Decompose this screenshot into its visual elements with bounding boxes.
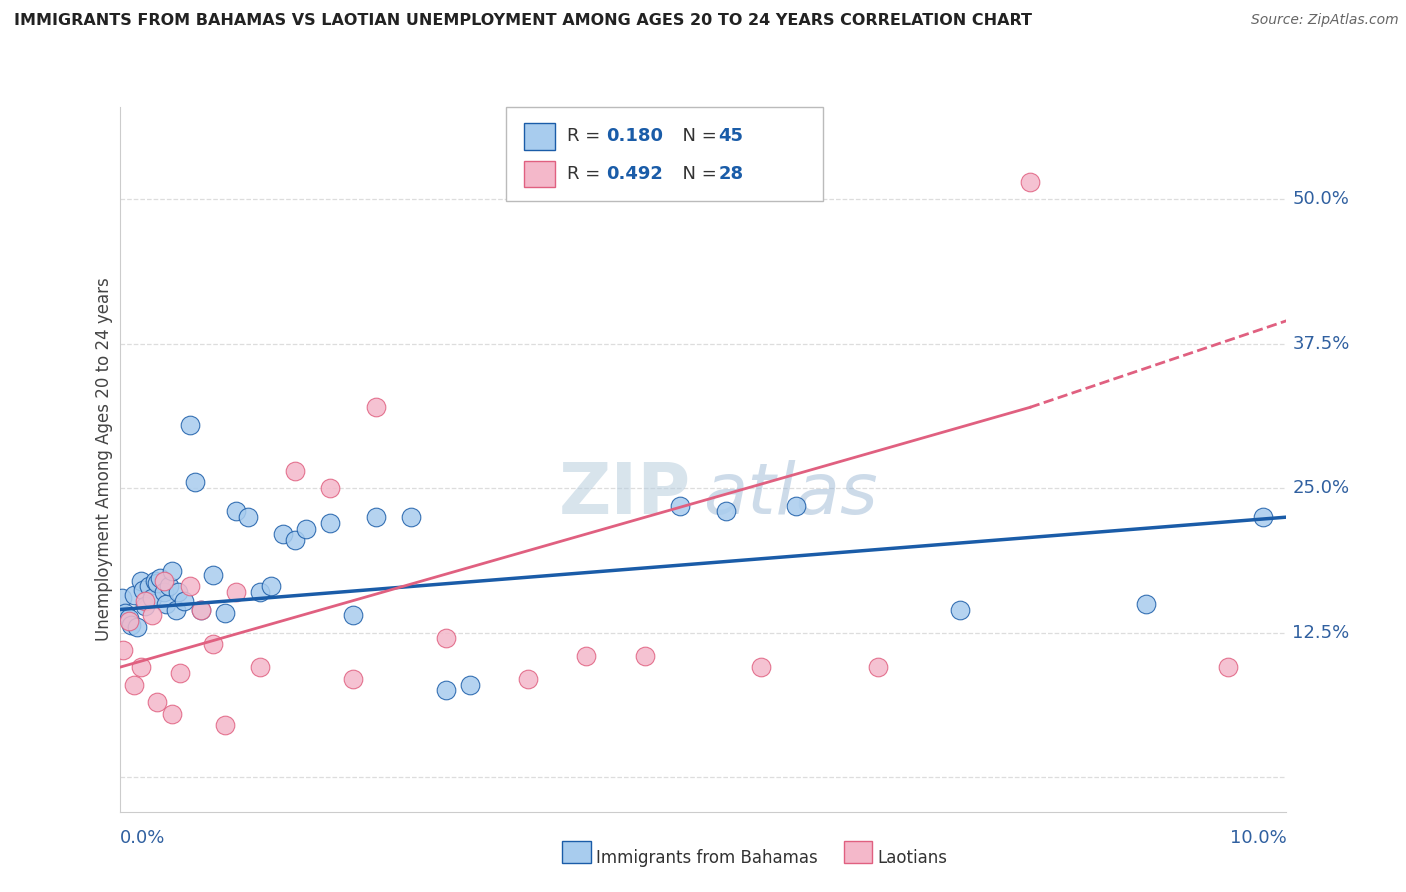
Point — [160, 706, 183, 721]
Point — [295, 522, 318, 536]
Point — [146, 695, 169, 709]
Point — [129, 660, 152, 674]
Point — [342, 672, 364, 686]
Point — [716, 504, 738, 518]
Point — [201, 637, 224, 651]
Point — [118, 610, 141, 624]
Text: 0.0%: 0.0% — [120, 829, 165, 847]
Point — [249, 660, 271, 674]
Point — [111, 591, 134, 605]
Point — [138, 579, 160, 593]
Text: Laotians: Laotians — [877, 849, 948, 867]
Point — [114, 606, 136, 620]
Text: N =: N = — [671, 128, 723, 145]
Point — [190, 602, 212, 616]
Point — [153, 574, 176, 588]
Point — [1135, 597, 1157, 611]
Text: ZIP: ZIP — [560, 460, 692, 529]
Point — [111, 643, 134, 657]
Point — [214, 718, 236, 732]
Text: 12.5%: 12.5% — [1292, 624, 1350, 641]
Point — [575, 648, 598, 663]
Point — [132, 582, 155, 597]
Point — [166, 585, 188, 599]
Text: 25.0%: 25.0% — [1292, 479, 1350, 497]
Point — [249, 585, 271, 599]
Text: Immigrants from Bahamas: Immigrants from Bahamas — [596, 849, 818, 867]
Text: IMMIGRANTS FROM BAHAMAS VS LAOTIAN UNEMPLOYMENT AMONG AGES 20 TO 24 YEARS CORREL: IMMIGRANTS FROM BAHAMAS VS LAOTIAN UNEMP… — [14, 13, 1032, 29]
Point — [134, 594, 156, 608]
Point — [149, 571, 172, 585]
Point — [153, 585, 176, 599]
Point — [129, 574, 152, 588]
Point — [120, 617, 142, 632]
Text: N =: N = — [671, 165, 723, 183]
Point — [179, 417, 201, 432]
Point — [143, 574, 166, 588]
Point — [517, 672, 540, 686]
Point — [434, 683, 457, 698]
Point — [434, 632, 457, 646]
Point — [785, 499, 807, 513]
Text: 0.492: 0.492 — [606, 165, 662, 183]
Point — [271, 527, 294, 541]
Point — [342, 608, 364, 623]
Point — [1251, 510, 1274, 524]
Point — [165, 602, 187, 616]
Point — [157, 579, 180, 593]
Point — [122, 588, 145, 602]
Point — [125, 620, 148, 634]
Point — [751, 660, 773, 674]
Text: 50.0%: 50.0% — [1292, 191, 1350, 209]
Point — [141, 608, 163, 623]
Point — [1216, 660, 1240, 674]
Point — [318, 516, 340, 530]
Text: 0.180: 0.180 — [606, 128, 664, 145]
Text: 37.5%: 37.5% — [1292, 334, 1350, 353]
Text: Source: ZipAtlas.com: Source: ZipAtlas.com — [1251, 13, 1399, 28]
Point — [283, 464, 307, 478]
Point — [155, 597, 177, 611]
Point — [318, 481, 340, 495]
Point — [225, 504, 247, 518]
Point — [458, 678, 481, 692]
Point — [366, 510, 388, 524]
Point — [214, 606, 236, 620]
Point — [190, 602, 212, 616]
Point — [236, 510, 259, 524]
Point — [283, 533, 307, 548]
Point — [949, 602, 972, 616]
Point — [179, 579, 201, 593]
Text: 28: 28 — [718, 165, 744, 183]
Y-axis label: Unemployment Among Ages 20 to 24 years: Unemployment Among Ages 20 to 24 years — [94, 277, 112, 641]
Text: atlas: atlas — [703, 460, 877, 529]
Text: R =: R = — [567, 128, 606, 145]
Point — [118, 614, 141, 628]
Point — [201, 568, 224, 582]
Text: R =: R = — [567, 165, 606, 183]
Point — [260, 579, 283, 593]
Point — [399, 510, 422, 524]
Point — [169, 666, 191, 681]
Point — [134, 599, 156, 613]
Point — [668, 499, 690, 513]
Point — [160, 565, 183, 579]
Point — [1018, 175, 1040, 189]
Point — [122, 678, 145, 692]
Point — [141, 591, 163, 605]
Point — [633, 648, 655, 663]
Text: 10.0%: 10.0% — [1230, 829, 1286, 847]
Point — [184, 475, 207, 490]
Point — [173, 594, 195, 608]
Point — [866, 660, 889, 674]
Point — [366, 401, 388, 415]
Text: 45: 45 — [718, 128, 744, 145]
Point — [146, 576, 169, 591]
Point — [225, 585, 247, 599]
